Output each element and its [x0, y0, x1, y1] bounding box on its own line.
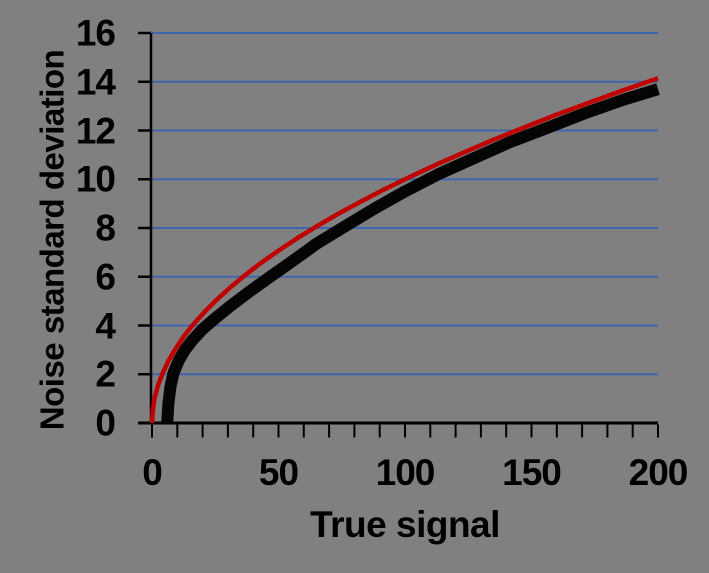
y-tick-label-16: 16 — [75, 12, 116, 54]
y-tick-label-8: 8 — [95, 207, 116, 249]
y-tick-label-12: 12 — [75, 110, 116, 151]
x-tick-label-0: 0 — [142, 452, 163, 493]
y-tick-label-6: 6 — [95, 256, 116, 298]
x-tick-label-150: 150 — [502, 452, 562, 493]
horizontal-gridlines — [152, 32, 658, 376]
y-axis-title: Noise standard deviation — [33, 49, 71, 431]
series-curve-0 — [161, 83, 660, 424]
y-tick-label-2: 2 — [95, 353, 116, 395]
x-tick-label-200: 200 — [628, 452, 689, 493]
series-curve-1 — [149, 76, 659, 424]
data-series — [149, 76, 660, 424]
x-tick-label-50: 50 — [258, 452, 299, 493]
y-tick-label-0: 0 — [95, 402, 116, 444]
y-tick-label-14: 14 — [75, 61, 116, 103]
x-tick-label-100: 100 — [375, 452, 436, 493]
axes-and-ticks — [138, 31, 659, 438]
y-tick-label-10: 10 — [75, 158, 116, 200]
x-axis-title: True signal — [310, 504, 500, 545]
y-tick-label-4: 4 — [95, 305, 116, 346]
